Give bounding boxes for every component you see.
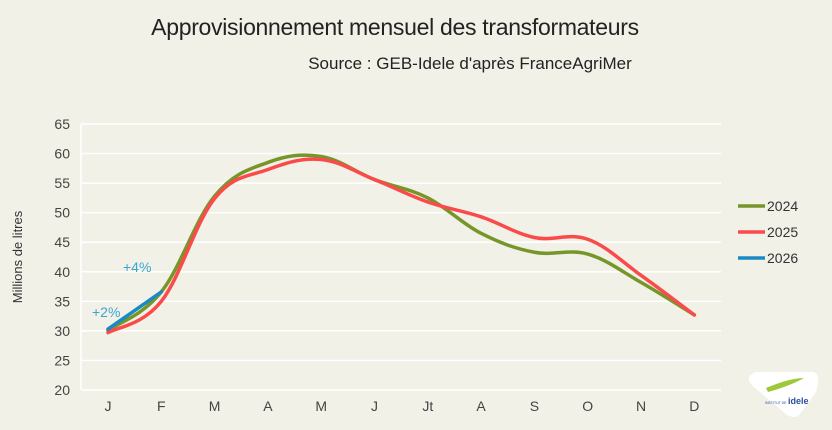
y-tick-label: 60	[54, 146, 70, 162]
legend-label-2024: 2024	[767, 198, 798, 214]
x-tick-label: Jt	[422, 398, 433, 414]
x-tick-label: M	[315, 398, 327, 414]
legend-label-2025: 2025	[767, 224, 798, 240]
x-tick-label: N	[636, 398, 646, 414]
y-tick-label: 25	[54, 352, 70, 368]
series-line-2025	[106, 157, 697, 335]
x-tick-label: O	[582, 398, 593, 414]
x-tick-label: F	[157, 398, 166, 414]
x-tick-label: M	[209, 398, 221, 414]
x-tick-label: J	[371, 398, 378, 414]
y-tick-label: 50	[54, 205, 70, 221]
legend-label-2026: 2026	[767, 250, 798, 266]
y-tick-label: 40	[54, 264, 70, 280]
annotation-label: +2%	[92, 304, 120, 320]
x-tick-label: A	[476, 398, 486, 414]
x-tick-label: A	[263, 398, 273, 414]
y-tick-label: 55	[54, 175, 70, 191]
y-tick-label: 65	[54, 116, 70, 132]
svg-text:INSTITUT DE: INSTITUT DE	[765, 401, 787, 405]
y-tick-label: 35	[54, 293, 70, 309]
x-tick-label: D	[689, 398, 699, 414]
x-tick-label: J	[105, 398, 112, 414]
y-tick-label: 30	[54, 323, 70, 339]
svg-text:idele: idele	[788, 396, 809, 406]
chart-title: Approvisionnement mensuel des transforma…	[151, 14, 639, 40]
y-axis-label: Millions de litres	[10, 210, 25, 303]
y-tick-label: 20	[54, 382, 70, 398]
series-line-2026	[106, 290, 164, 331]
chart-subtitle: Source : GEB-Idele d'après FranceAgriMer	[308, 54, 632, 73]
annotation-label: +4%	[123, 259, 151, 275]
y-tick-label: 45	[54, 234, 70, 250]
x-tick-label: S	[530, 398, 539, 414]
